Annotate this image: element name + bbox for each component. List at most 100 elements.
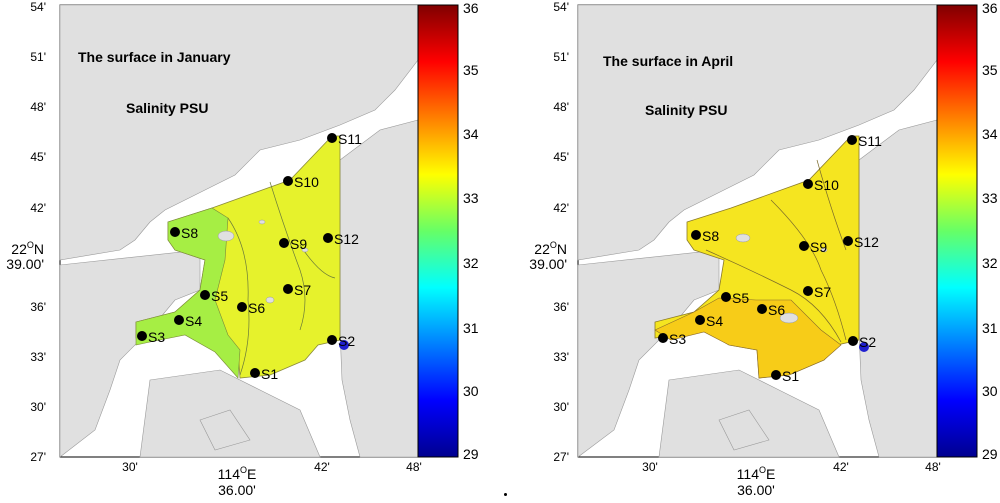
y-degree-label: 22ON 39.00' bbox=[6, 240, 44, 272]
y-tick: 54' bbox=[553, 0, 569, 14]
station-s9 bbox=[279, 238, 289, 248]
station-s9 bbox=[799, 241, 809, 251]
station-s10 bbox=[283, 176, 293, 186]
map-january bbox=[59, 4, 459, 458]
station-s4 bbox=[174, 315, 184, 325]
station-label: S2 bbox=[338, 333, 356, 349]
station-label: S9 bbox=[810, 239, 828, 255]
islands bbox=[217, 219, 309, 304]
salinity-field-west bbox=[135, 207, 241, 379]
y-tick: 42' bbox=[30, 201, 46, 215]
colorbar-tick: 29 bbox=[463, 446, 479, 462]
station-s5 bbox=[200, 290, 210, 300]
y-tick: 54' bbox=[30, 0, 46, 14]
colorbar-tick: 36 bbox=[982, 0, 998, 16]
station-label: S7 bbox=[294, 282, 312, 298]
colorbar-tick: 31 bbox=[982, 320, 998, 336]
station-label: S6 bbox=[248, 300, 266, 316]
station-s12 bbox=[843, 236, 853, 246]
station-s2 bbox=[848, 336, 858, 346]
y-tick: 36' bbox=[553, 300, 569, 314]
station-s11 bbox=[847, 135, 857, 145]
y-tick: 30' bbox=[30, 400, 46, 414]
station-s8 bbox=[170, 227, 180, 237]
y-tick: 30' bbox=[553, 400, 569, 414]
colorbar-tick: 34 bbox=[463, 126, 479, 142]
station-label: S1 bbox=[782, 368, 800, 384]
station-label: S3 bbox=[669, 331, 687, 347]
y-tick: 33' bbox=[553, 350, 569, 364]
station-s4 bbox=[695, 315, 705, 325]
station-label: S10 bbox=[294, 174, 319, 190]
y-tick: 33' bbox=[30, 350, 46, 364]
station-label: S2 bbox=[859, 334, 877, 350]
y-tick: 27' bbox=[30, 450, 46, 464]
station-label: S12 bbox=[334, 231, 359, 247]
land bbox=[59, 4, 419, 458]
x-tick: 48' bbox=[406, 460, 422, 474]
station-label: S12 bbox=[854, 234, 879, 250]
station-label: S8 bbox=[702, 228, 720, 244]
station-s3 bbox=[658, 333, 668, 343]
x-tick: 48' bbox=[925, 460, 941, 474]
station-label: S8 bbox=[181, 225, 199, 241]
map-title: The surface in January bbox=[78, 49, 231, 65]
map-subtitle: Salinity PSU bbox=[126, 100, 209, 116]
y-tick: 45' bbox=[30, 150, 46, 164]
station-s6 bbox=[237, 302, 247, 312]
colorbar-tick: 33 bbox=[982, 190, 998, 206]
x-tick: 42' bbox=[833, 460, 849, 474]
colorbar-january bbox=[417, 4, 459, 458]
colorbar-april bbox=[936, 4, 978, 458]
y-tick: 45' bbox=[553, 150, 569, 164]
station-label: S11 bbox=[858, 133, 882, 149]
colorbar-tick: 30 bbox=[982, 383, 998, 399]
station-label: S6 bbox=[768, 302, 786, 318]
panel-april: 54' 51' 48' 45' 42' 22ON 39.00' 36' 33' 3… bbox=[521, 0, 1000, 503]
y-degree-label: 22ON 39.00' bbox=[529, 240, 567, 272]
station-label: S3 bbox=[148, 329, 166, 345]
contours bbox=[705, 159, 847, 343]
station-markers bbox=[658, 135, 858, 380]
station-s7 bbox=[803, 286, 813, 296]
station-s10 bbox=[803, 179, 813, 189]
station-label: S5 bbox=[732, 290, 750, 306]
freshwater-point bbox=[859, 342, 869, 352]
y-tick: 36' bbox=[30, 300, 46, 314]
colorbar-tick: 35 bbox=[463, 62, 479, 78]
x-tick: 30' bbox=[122, 460, 138, 474]
colorbar-tick: 35 bbox=[982, 62, 998, 78]
colorbar-tick: 32 bbox=[982, 255, 998, 271]
station-s12 bbox=[323, 233, 333, 243]
colorbar-tick: 33 bbox=[463, 190, 479, 206]
station-label: S9 bbox=[290, 236, 308, 252]
station-s11 bbox=[327, 133, 337, 143]
colorbar-tick: 34 bbox=[982, 126, 998, 142]
y-tick: 51' bbox=[30, 50, 46, 64]
separator-dot bbox=[504, 493, 507, 496]
y-tick: 48' bbox=[553, 100, 569, 114]
station-label: S4 bbox=[706, 313, 724, 329]
colorbar-tick: 36 bbox=[463, 0, 479, 16]
x-tick: 42' bbox=[314, 460, 330, 474]
land bbox=[577, 4, 938, 458]
station-label: S10 bbox=[814, 177, 839, 193]
x-degree-label: 114OE 36.00' bbox=[736, 465, 776, 498]
station-s5 bbox=[721, 292, 731, 302]
colorbar-tick: 31 bbox=[463, 320, 479, 336]
freshwater-point bbox=[339, 340, 349, 350]
station-label: S7 bbox=[814, 284, 832, 300]
station-s1 bbox=[250, 368, 260, 378]
station-s1 bbox=[771, 370, 781, 380]
station-label: S11 bbox=[338, 131, 362, 147]
station-s8 bbox=[691, 230, 701, 240]
islands bbox=[735, 233, 828, 324]
x-degree-label: 114OE 36.00' bbox=[217, 465, 257, 498]
station-s6 bbox=[757, 304, 767, 314]
x-tick: 30' bbox=[642, 460, 658, 474]
map-title: The surface in April bbox=[603, 53, 734, 69]
y-tick: 51' bbox=[553, 50, 569, 64]
station-s3 bbox=[137, 331, 147, 341]
colorbar-tick: 29 bbox=[982, 446, 998, 462]
y-tick: 48' bbox=[30, 100, 46, 114]
